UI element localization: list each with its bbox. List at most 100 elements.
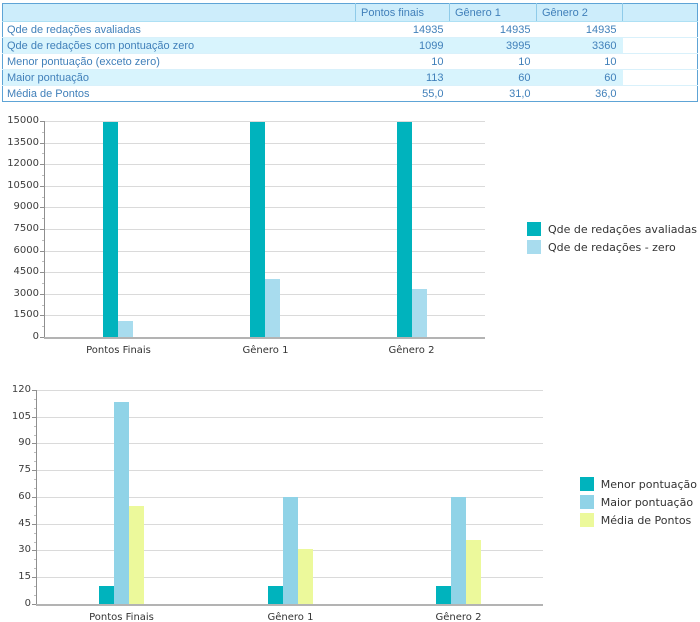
- y-minor-tick-mark: [34, 461, 37, 462]
- y-minor-tick-mark: [34, 426, 37, 427]
- y-minor-tick-mark: [34, 568, 37, 569]
- y-tick-mark: [40, 294, 45, 295]
- row-label: Qde de redações avaliadas: [2, 21, 356, 38]
- summary-table: Pontos finais Gênero 1 Gênero 2 Qde de r…: [2, 3, 698, 102]
- x-category-label: Gênero 1: [267, 612, 314, 622]
- legend-label: Qde de redações avaliadas: [548, 222, 697, 236]
- cell: 14935: [355, 21, 450, 38]
- y-minor-tick-mark: [34, 408, 37, 409]
- row-label: Menor pontuação (exceto zero): [2, 53, 356, 70]
- gridline: [45, 143, 485, 144]
- gridline: [45, 272, 485, 273]
- y-minor-tick-mark: [42, 283, 45, 284]
- bar-series1-cat0: [114, 402, 129, 604]
- y-tick-mark: [40, 186, 45, 187]
- gridline: [45, 207, 485, 208]
- y-tick-mark: [32, 550, 37, 551]
- y-tick-mark: [40, 229, 45, 230]
- y-tick-label: 12000: [7, 158, 39, 169]
- legend-swatch: [579, 513, 594, 527]
- bar-series0-cat1: [268, 586, 283, 604]
- legend-swatch: [527, 222, 541, 236]
- x-category-label: Pontos Finais: [89, 612, 154, 622]
- bar-series0-cat2: [397, 122, 412, 337]
- y-tick-mark: [32, 443, 37, 444]
- y-minor-tick-mark: [42, 240, 45, 241]
- y-minor-tick-mark: [34, 595, 37, 596]
- column-header-pontos-finais: Pontos finais: [355, 3, 450, 22]
- filler-cell: [622, 37, 698, 54]
- table-row: Menor pontuação (exceto zero) 10 10 10: [2, 53, 698, 70]
- filler-cell: [622, 69, 698, 86]
- row-label: Qde de redações com pontuação zero: [2, 37, 356, 54]
- legend-swatch: [527, 240, 541, 254]
- row-label: Média de Pontos: [2, 85, 356, 102]
- bar-series2-cat0: [129, 506, 144, 604]
- cell: 10: [536, 53, 623, 70]
- bar-series1-cat2: [451, 497, 466, 604]
- bar-chart-scores: 0 15 30 45 60 75 90 105 120 Pontos Finais Gênero 1…: [0, 373, 700, 622]
- bar-series0-cat0: [103, 122, 118, 337]
- y-tick-label: 0: [32, 331, 39, 342]
- y-tick-label: 90: [18, 437, 31, 448]
- y-axis-line: [36, 390, 37, 606]
- cell: 14935: [536, 21, 623, 38]
- bar-series2-cat2: [466, 540, 481, 604]
- cell: 10: [355, 53, 450, 70]
- table-row: Média de Pontos 55,0 31,0 36,0: [2, 85, 698, 102]
- table-header-row: Pontos finais Gênero 1 Gênero 2: [2, 3, 698, 22]
- bar-series0-cat1: [250, 122, 265, 337]
- x-category-label: Pontos Finais: [86, 345, 151, 356]
- x-category-label: Gênero 1: [242, 345, 289, 356]
- y-tick-label: 1500: [13, 309, 39, 320]
- filler-cell: [622, 53, 698, 70]
- gridline: [37, 417, 543, 418]
- corner-cell: [2, 3, 356, 22]
- y-minor-tick-mark: [34, 399, 37, 400]
- cell: 1099: [355, 37, 450, 54]
- y-tick-label: 13500: [7, 137, 39, 148]
- bar-series1-cat0: [118, 321, 133, 337]
- bar-series1-cat1: [265, 279, 280, 337]
- gridline: [37, 390, 543, 391]
- cell: 3360: [536, 37, 623, 54]
- y-tick-mark: [40, 337, 45, 338]
- y-tick-mark: [32, 390, 37, 391]
- filler-cell: [622, 21, 698, 38]
- table-row: Qde de redações avaliadas 14935 14935 14…: [2, 21, 698, 38]
- y-tick-mark: [40, 164, 45, 165]
- gridline: [45, 164, 485, 165]
- y-tick-label: 10500: [7, 180, 39, 191]
- cell: 55,0: [355, 85, 450, 102]
- y-tick-mark: [40, 121, 45, 122]
- y-tick-label: 75: [18, 464, 31, 475]
- y-minor-tick-mark: [34, 542, 37, 543]
- y-tick-mark: [32, 470, 37, 471]
- y-minor-tick-mark: [34, 586, 37, 587]
- legend-row: Média de Pontos: [579, 513, 697, 527]
- y-minor-tick-mark: [34, 506, 37, 507]
- y-tick-label: 9000: [13, 201, 39, 212]
- cell: 36,0: [536, 85, 623, 102]
- legend-label: Menor pontuação: [600, 477, 697, 491]
- chart-legend: Menor pontuação Maior pontuação Média de P…: [579, 477, 697, 531]
- table-row: Maior pontuação 113 60 60: [2, 69, 698, 86]
- legend-label: Maior pontuação: [600, 495, 694, 509]
- bar-series0-cat2: [436, 586, 451, 604]
- row-label: Maior pontuação: [2, 69, 356, 86]
- gridline: [45, 121, 485, 122]
- y-tick-mark: [40, 143, 45, 144]
- y-tick-mark: [32, 577, 37, 578]
- y-minor-tick-mark: [42, 153, 45, 154]
- y-axis-line: [44, 121, 45, 339]
- y-minor-tick-mark: [34, 533, 37, 534]
- y-tick-mark: [32, 524, 37, 525]
- y-minor-tick-mark: [42, 261, 45, 262]
- y-minor-tick-mark: [34, 488, 37, 489]
- cell: 113: [355, 69, 450, 86]
- gridline: [45, 229, 485, 230]
- y-tick-label: 105: [11, 411, 31, 422]
- legend-row: Qde de redações - zero: [527, 240, 697, 254]
- y-tick-label: 15: [18, 571, 31, 582]
